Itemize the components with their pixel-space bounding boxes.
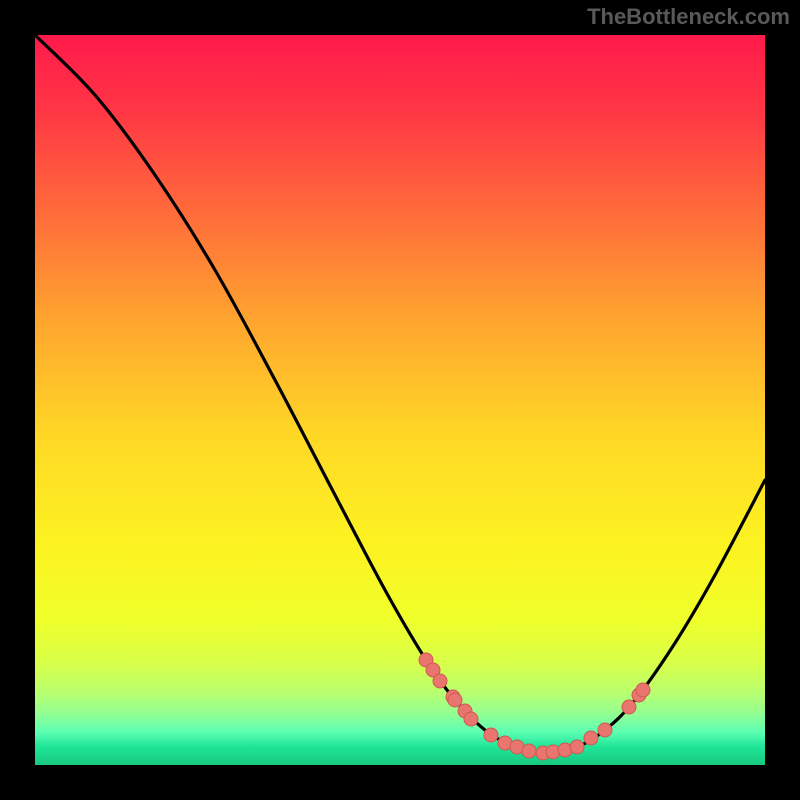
data-marker (584, 731, 598, 745)
data-marker (622, 700, 636, 714)
marker-group (419, 653, 650, 760)
data-marker (522, 744, 536, 758)
watermark-text: TheBottleneck.com (587, 4, 790, 30)
data-marker (448, 693, 462, 707)
curve-layer (35, 35, 765, 765)
data-marker (570, 740, 584, 754)
data-marker (464, 712, 478, 726)
data-marker (484, 728, 498, 742)
data-marker (433, 674, 447, 688)
data-marker (598, 723, 612, 737)
bottleneck-curve (35, 35, 765, 753)
data-marker (636, 683, 650, 697)
plot-area (35, 35, 765, 765)
